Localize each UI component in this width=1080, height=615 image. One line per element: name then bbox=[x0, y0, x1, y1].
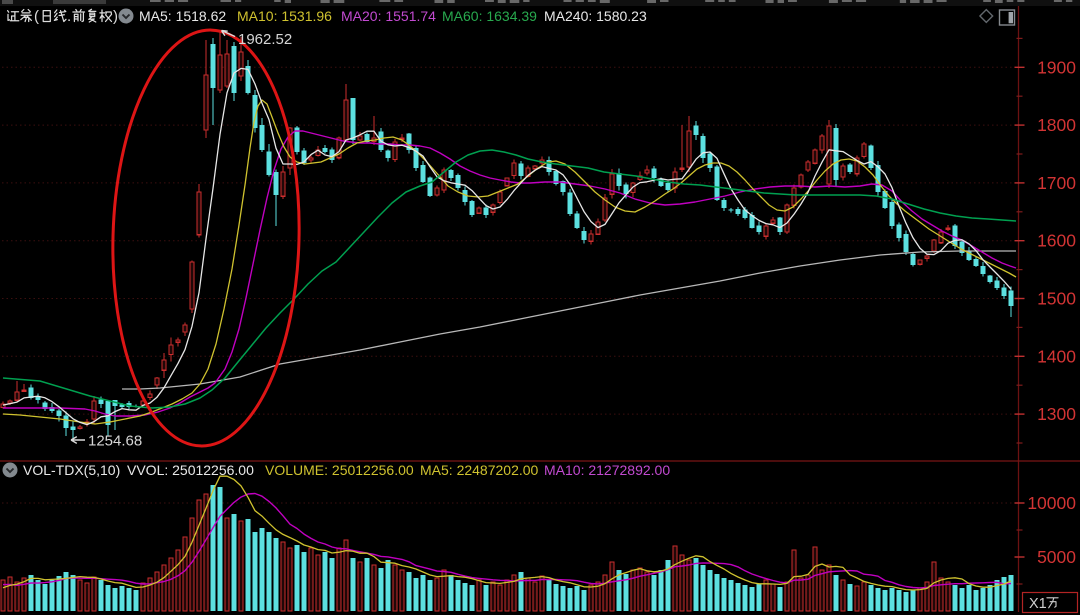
svg-text:VOLUME: 25012256.00: VOLUME: 25012256.00 bbox=[265, 462, 414, 478]
svg-text:5000: 5000 bbox=[1037, 547, 1076, 567]
svg-text:MA5: 22487202.00: MA5: 22487202.00 bbox=[420, 462, 539, 478]
svg-text:1300: 1300 bbox=[1037, 404, 1076, 424]
svg-text:1900: 1900 bbox=[1037, 57, 1076, 77]
svg-text:1800: 1800 bbox=[1037, 115, 1076, 135]
svg-text:MA60: 1634.39: MA60: 1634.39 bbox=[442, 8, 537, 24]
svg-text:(: ( bbox=[34, 8, 39, 25]
svg-text:X1: X1 bbox=[1029, 596, 1047, 612]
svg-text:VOL-TDX(5,10): VOL-TDX(5,10) bbox=[23, 462, 120, 478]
svg-text:MA5: 1518.62: MA5: 1518.62 bbox=[139, 8, 226, 24]
svg-text:1600: 1600 bbox=[1037, 231, 1076, 251]
svg-text:1962.52: 1962.52 bbox=[238, 31, 292, 48]
svg-text:1700: 1700 bbox=[1037, 173, 1076, 193]
svg-text:10000: 10000 bbox=[1027, 493, 1076, 513]
svg-text:MA240: 1580.23: MA240: 1580.23 bbox=[544, 8, 647, 24]
svg-text:MA20: 1551.74: MA20: 1551.74 bbox=[341, 8, 436, 24]
svg-text:MA10: 1531.96: MA10: 1531.96 bbox=[237, 8, 332, 24]
svg-text:1400: 1400 bbox=[1037, 346, 1076, 366]
svg-text:1254.68: 1254.68 bbox=[88, 433, 142, 450]
svg-text:.: . bbox=[67, 8, 71, 25]
svg-text:VVOL: 25012256.00: VVOL: 25012256.00 bbox=[127, 462, 254, 478]
svg-text:): ) bbox=[113, 8, 118, 25]
svg-text:MA10: 21272892.00: MA10: 21272892.00 bbox=[544, 462, 670, 478]
svg-text:1500: 1500 bbox=[1037, 289, 1076, 309]
